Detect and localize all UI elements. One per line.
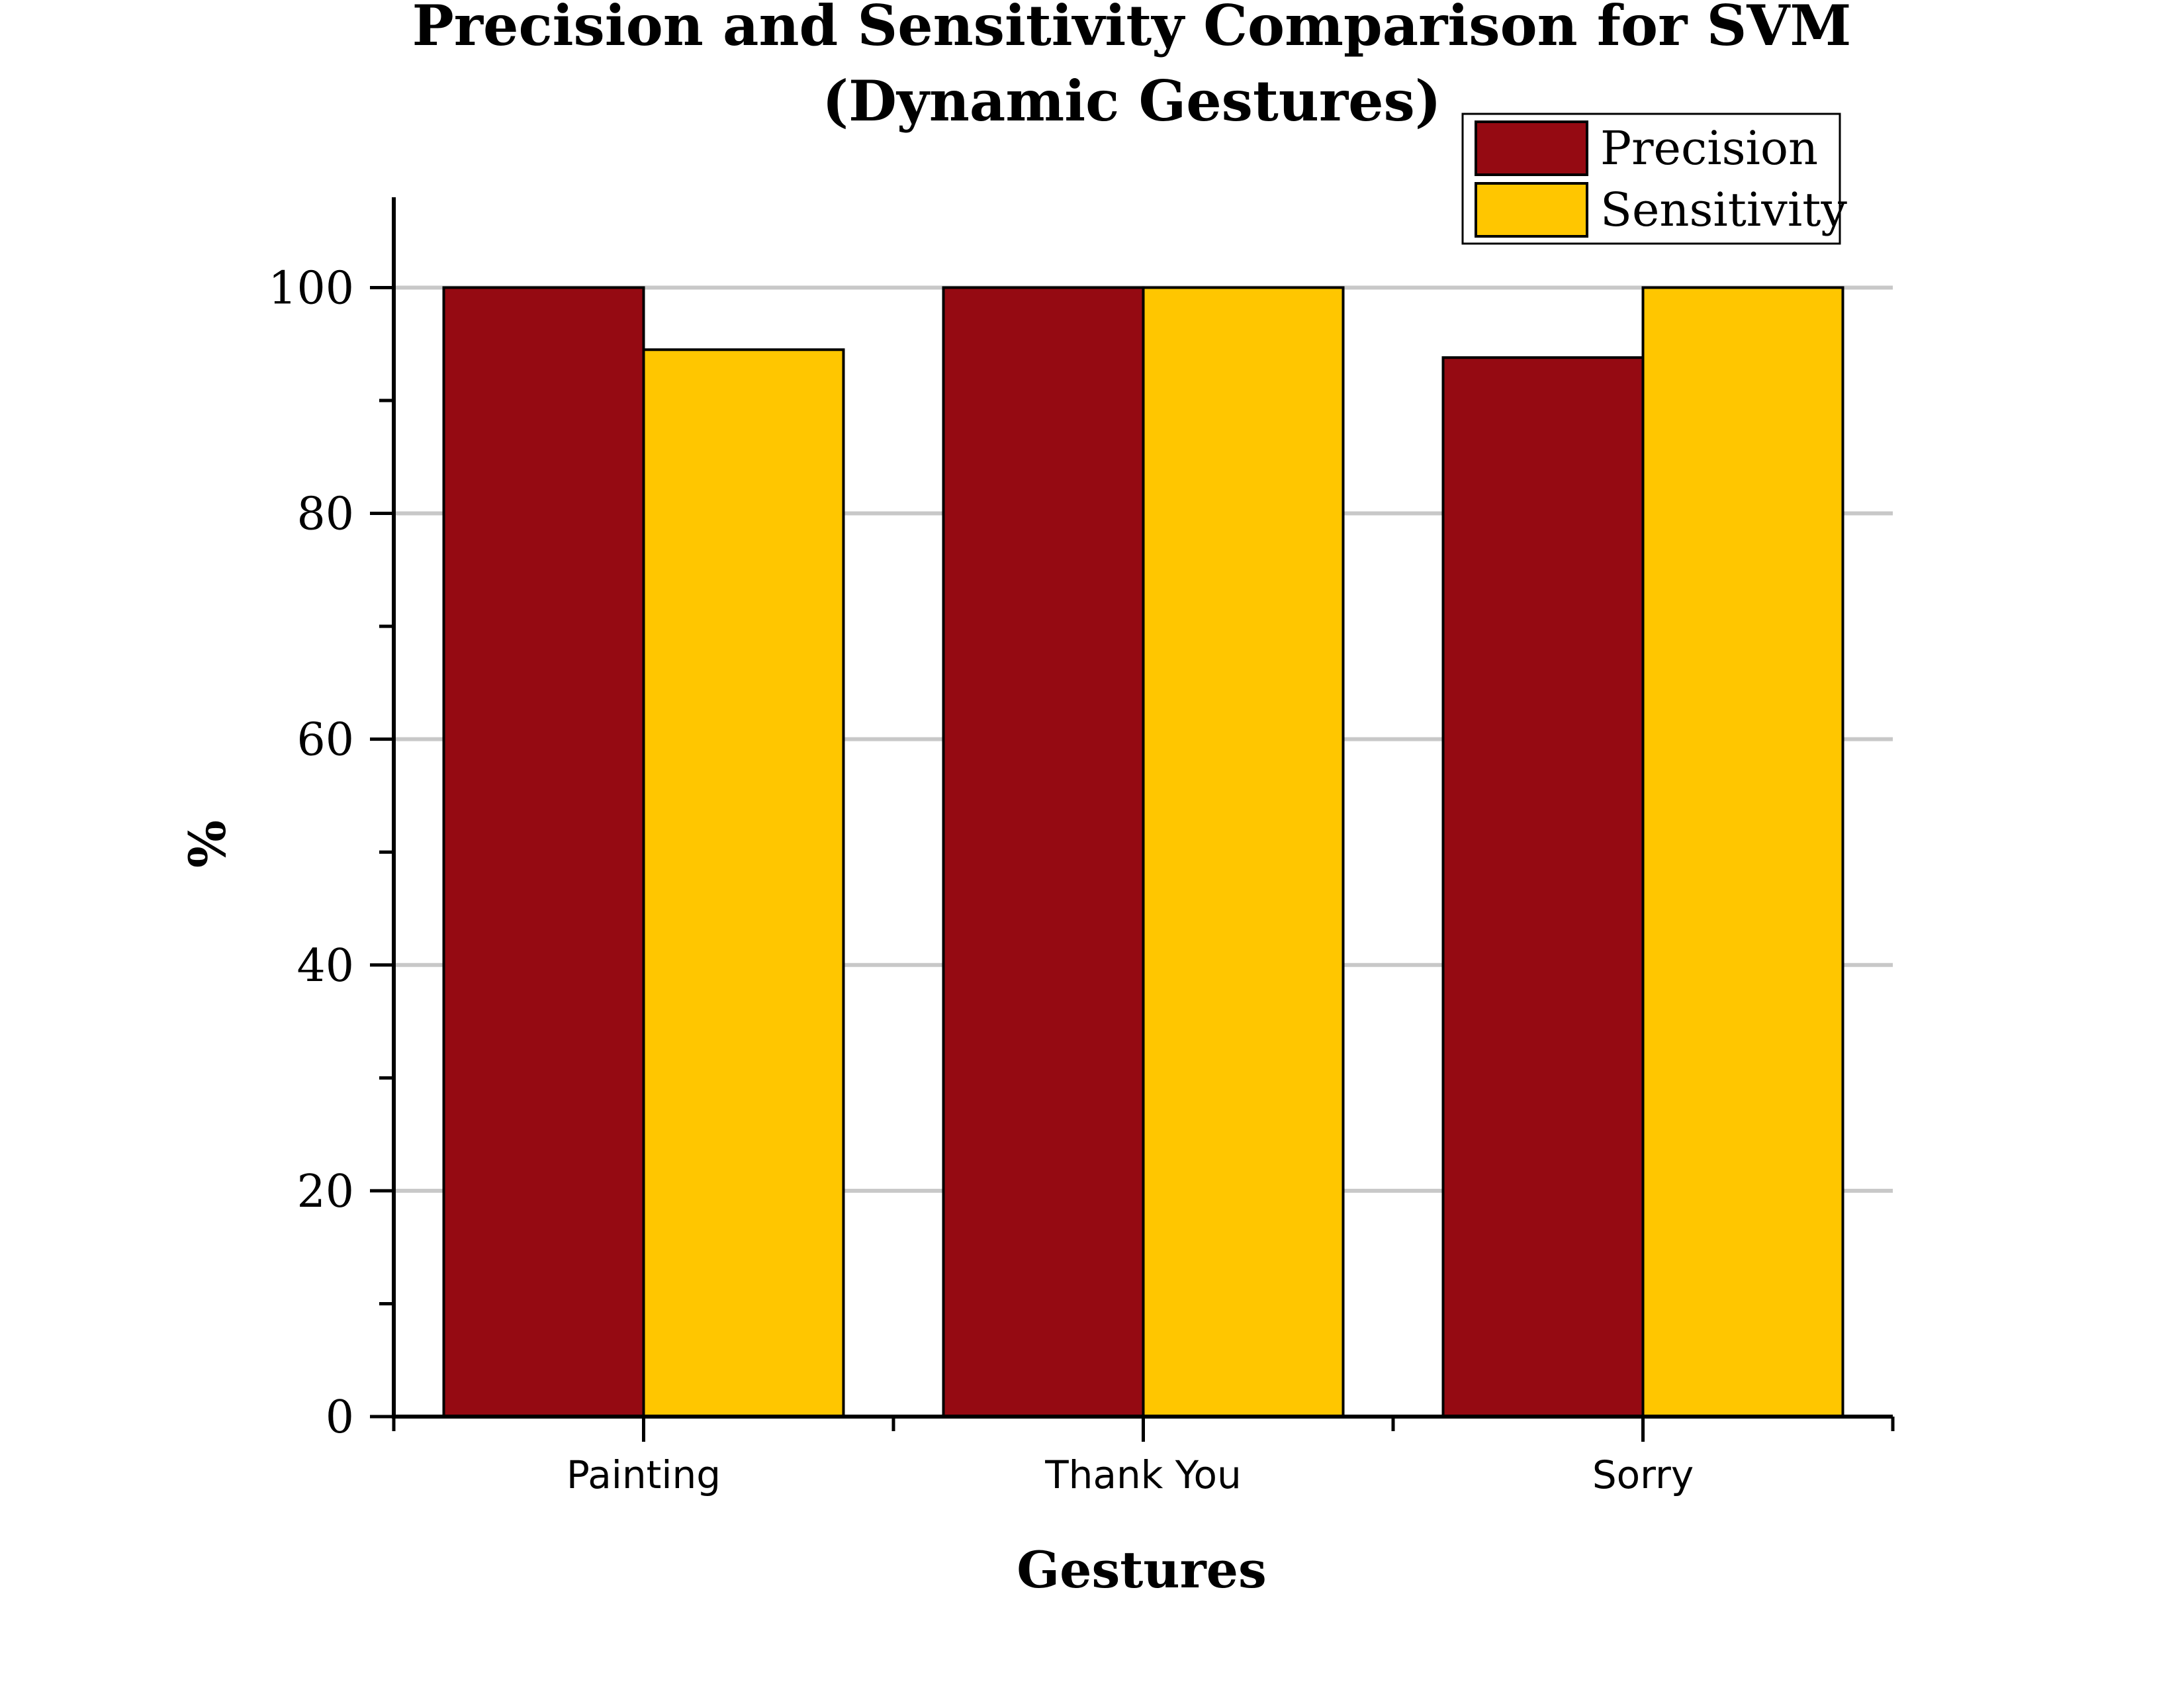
legend-swatch-sensitivity	[1475, 182, 1588, 238]
x-tick-label: Thank You	[1044, 1452, 1242, 1497]
bars	[442, 286, 1844, 1419]
chart-subtitle: (Dynamic Gestures)	[822, 68, 1441, 134]
bar-precision-painting	[442, 286, 645, 1418]
x-tick-label: Sorry	[1592, 1452, 1694, 1497]
chart-title: Precision and Sensitivity Comparison for…	[412, 0, 1852, 58]
y-tick-label: 80	[296, 489, 354, 541]
legend-swatch-precision	[1475, 120, 1588, 176]
x-ticks: Painting Thank You Sorry	[392, 1417, 1895, 1497]
y-tick-label: 100	[268, 262, 354, 314]
bar-precision-sorry	[1441, 356, 1645, 1419]
bar-sensitivity-painting	[642, 348, 845, 1418]
x-axis-title: Gestures	[1017, 1540, 1267, 1599]
y-tick-label: 0	[326, 1391, 354, 1444]
legend-label-sensitivity: Sensitivity	[1600, 183, 1847, 237]
legend-label-precision: Precision	[1600, 121, 1818, 175]
bar-sensitivity-thank-you	[1142, 286, 1345, 1418]
y-axis-title: %	[178, 820, 237, 868]
y-ticks: 0 20 40 60 80 100	[268, 262, 394, 1444]
y-tick-label: 40	[296, 940, 354, 992]
bar-precision-thank-you	[942, 286, 1145, 1418]
y-tick-label: 20	[296, 1166, 354, 1218]
bar-sensitivity-sorry	[1641, 286, 1844, 1418]
x-tick-label: Painting	[567, 1452, 721, 1497]
legend: Precision Sensitivity	[1461, 113, 1847, 245]
y-tick-label: 60	[296, 714, 354, 767]
